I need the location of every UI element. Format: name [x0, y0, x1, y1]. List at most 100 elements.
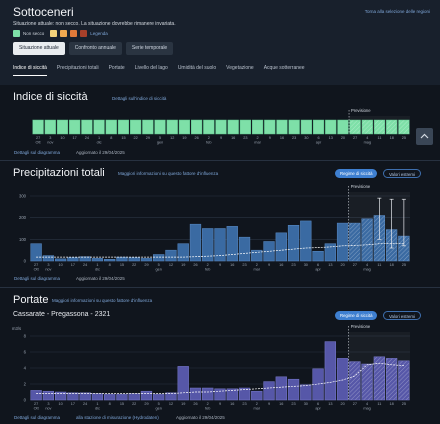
legend-swatch-2: [50, 29, 58, 37]
y-tick-label: 100: [19, 237, 27, 242]
forecast-label: Previsione: [351, 184, 371, 189]
back-to-regions-link[interactable]: Torna alla selezione delle regioni: [364, 9, 430, 14]
y-tick-label: 8: [24, 334, 27, 339]
indice-details-link[interactable]: Dettagli sull'indice di siccità: [112, 96, 167, 101]
x-tick-label: 12: [170, 136, 174, 140]
tab-vegetazione[interactable]: Vegetazione: [226, 65, 254, 71]
precip-diagram-link[interactable]: Dettagli sul diagramma: [14, 276, 61, 281]
bar: [263, 381, 275, 401]
bar: [104, 259, 116, 262]
x-tick-label: 16: [279, 402, 283, 406]
bar: [67, 257, 79, 262]
median-line: [36, 362, 404, 394]
x-tick-label: 2: [257, 136, 259, 140]
x-tick-label: 19: [182, 136, 186, 140]
median-line: [36, 243, 404, 258]
x-tick-label: 24: [83, 402, 87, 406]
bar: [203, 119, 215, 135]
scroll-top-button[interactable]: [416, 128, 433, 145]
bar: [312, 368, 324, 401]
precip-info-link[interactable]: Maggiori informazioni su questo fattore …: [118, 171, 219, 176]
bar: [81, 119, 93, 135]
x-tick-label: 26: [194, 136, 198, 140]
legend-swatch-4: [70, 29, 78, 37]
bar: [251, 249, 263, 262]
tab-precipitazioni[interactable]: Precipitazioni totali: [56, 65, 99, 71]
bar: [153, 394, 165, 401]
bar: [226, 388, 238, 401]
x-tick-label: 10: [60, 136, 64, 140]
x-tick-label: 20: [341, 136, 345, 140]
x-tick-label: 16: [230, 263, 234, 267]
x-month-label: feb: [205, 407, 210, 411]
x-tick-label: 3: [47, 263, 49, 267]
y-tick-label: 0: [24, 398, 27, 403]
current-situation-button[interactable]: Situazione attuale: [13, 42, 65, 55]
annual-comparison-button[interactable]: Confronto annuale: [68, 42, 122, 55]
bar: [56, 119, 69, 135]
view-buttons: Situazione attuale Confronto annuale Ser…: [13, 42, 177, 55]
bar: [227, 119, 239, 135]
x-tick-label: 15: [121, 136, 125, 140]
tab-bar: Indice di siccità Precipitazioni totali …: [13, 65, 315, 76]
bar: [287, 225, 300, 262]
hydrodaten-link[interactable]: alla stazione di misurazione (Hydrodaten…: [76, 415, 159, 420]
situation-text: Situazione attuale: non secco. La situaz…: [13, 21, 176, 27]
x-tick-label: 3: [47, 402, 49, 406]
portate-diagram-link[interactable]: Dettagli sul diagramma: [14, 415, 61, 420]
time-series-button[interactable]: Serie temporale: [125, 42, 174, 55]
precip-drought-regime-toggle[interactable]: Regime di siccità: [335, 169, 378, 178]
x-tick-label: 13: [329, 136, 333, 140]
x-month-label: Ott: [34, 407, 40, 411]
bar: [325, 119, 337, 135]
tab-indice[interactable]: Indice di siccità: [13, 65, 47, 76]
tab-acque-sotterranee[interactable]: Acque sotterranee: [263, 65, 305, 71]
bar: [32, 119, 44, 135]
legend-swatch-3: [60, 29, 68, 37]
precip-extreme-values-toggle[interactable]: Valori estremi: [383, 169, 421, 178]
x-tick-label: 13: [328, 402, 332, 406]
tab-umidita-suolo[interactable]: Umidità del suolo: [177, 65, 217, 71]
x-tick-label: 16: [230, 402, 234, 406]
y-tick-label: 2: [24, 382, 27, 387]
bar: [42, 255, 55, 262]
tab-portate[interactable]: Portate: [108, 65, 125, 71]
bar: [349, 222, 361, 262]
precip-updated: Aggiornato il 29/04/2025: [76, 276, 125, 281]
divider: [0, 160, 440, 161]
x-month-label: gen: [156, 268, 162, 272]
bar: [373, 356, 385, 401]
x-tick-label: 23: [242, 263, 246, 267]
tab-livello-lago[interactable]: Livello del lago: [134, 65, 168, 71]
x-tick-label: 17: [71, 402, 75, 406]
bar: [349, 119, 361, 135]
portate-drought-regime-toggle[interactable]: Regime di siccità: [335, 311, 378, 320]
x-tick-label: 23: [243, 136, 247, 140]
x-tick-label: 18: [390, 136, 394, 140]
indice-diagram-link[interactable]: Dettagli sul diagramma: [14, 150, 61, 155]
bar: [263, 241, 275, 262]
precip-title: Precipitazioni totali: [13, 167, 105, 179]
x-tick-label: 16: [231, 136, 235, 140]
bar: [312, 251, 324, 262]
bar: [337, 119, 349, 135]
bar: [67, 392, 79, 401]
bar: [79, 256, 91, 262]
bar: [324, 341, 336, 401]
bar: [386, 119, 398, 135]
x-tick-label: 25: [402, 263, 406, 267]
legend-link[interactable]: Legenda: [90, 30, 108, 36]
bar: [385, 358, 398, 401]
x-tick-label: 23: [291, 263, 295, 267]
bar: [30, 243, 42, 262]
page-title: Sottoceneri: [13, 5, 74, 19]
x-tick-label: 16: [279, 263, 283, 267]
portate-info-link[interactable]: Maggiori informazioni su questo fattore …: [52, 298, 153, 303]
portate-extreme-values-toggle[interactable]: Valori estremi: [383, 311, 421, 320]
bar: [202, 387, 214, 401]
bar: [30, 390, 42, 401]
x-tick-label: 5: [158, 402, 160, 406]
x-tick-label: 19: [181, 402, 185, 406]
